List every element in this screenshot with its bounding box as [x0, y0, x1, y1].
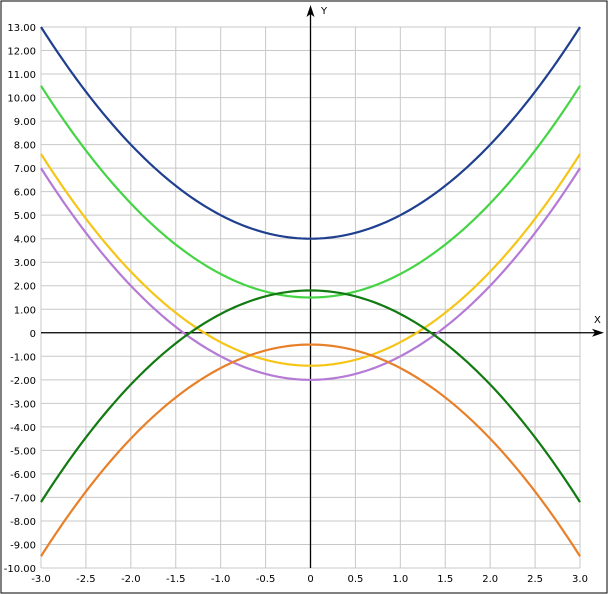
y-tick-label: -9.00 [10, 540, 36, 551]
y-tick-label: 11.00 [7, 70, 36, 81]
x-axis-arrow-icon [592, 328, 604, 337]
x-tick-label: 2.0 [482, 574, 498, 585]
y-tick-label: -3.00 [10, 399, 36, 410]
y-tick-label: -6.00 [10, 470, 36, 481]
y-tick-label: 9.00 [14, 117, 36, 128]
x-tick-label: 1.0 [392, 574, 408, 585]
series-line [40, 289, 581, 503]
y-tick-label: 1.00 [14, 305, 36, 316]
y-tick-label: 10.00 [7, 94, 36, 105]
x-tick-label: -0.5 [256, 574, 276, 585]
x-tick-label: 0 [307, 574, 313, 585]
y-axis-arrow-icon [306, 5, 315, 17]
x-tick-label: -3.0 [31, 574, 51, 585]
x-tick-label: 1.5 [437, 574, 453, 585]
x-tick-label: 3.0 [572, 574, 588, 585]
y-tick-label: -8.00 [10, 517, 36, 528]
y-tick-label: -1.00 [10, 352, 36, 363]
y-tick-label: 13.00 [7, 23, 36, 34]
x-tick-label: 2.5 [527, 574, 543, 585]
y-tick-label: -10.00 [4, 564, 36, 575]
y-tick-label: 7.00 [14, 164, 36, 175]
y-tick-label: 8.00 [14, 141, 36, 152]
x-tick-label: -2.5 [76, 574, 96, 585]
y-tick-label: 5.00 [14, 211, 36, 222]
y-tick-label: 2.00 [14, 282, 36, 293]
y-tick-label: 0 [30, 329, 36, 340]
curves [40, 26, 581, 557]
x-tick-label: -2.0 [121, 574, 141, 585]
y-tick-label: 12.00 [7, 47, 36, 58]
series-line [40, 153, 581, 367]
x-tick-label: 0.5 [347, 574, 363, 585]
y-axis-label: Y [320, 6, 328, 17]
series-line [40, 343, 581, 557]
series-line [40, 26, 581, 240]
series-line [40, 85, 581, 299]
y-tick-label: -7.00 [10, 493, 36, 504]
y-tick-label: -4.00 [10, 423, 36, 434]
series-line [40, 167, 581, 381]
y-tick-label: 3.00 [14, 258, 36, 269]
x-axis-label: X [594, 315, 601, 326]
y-tick-label: 6.00 [14, 188, 36, 199]
x-tick-label: -1.5 [166, 574, 186, 585]
x-tick-label: -1.0 [211, 574, 231, 585]
tick-labels: -3.0 -2.5 -2.0 -1.5 -1.0 -0.5 0 0.5 1.0 1.5 2.0 2.5… [4, 6, 601, 585]
y-tick-label: -2.00 [10, 376, 36, 387]
axes [41, 5, 604, 568]
y-tick-label: -5.00 [10, 446, 36, 457]
y-tick-label: 4.00 [14, 235, 36, 246]
